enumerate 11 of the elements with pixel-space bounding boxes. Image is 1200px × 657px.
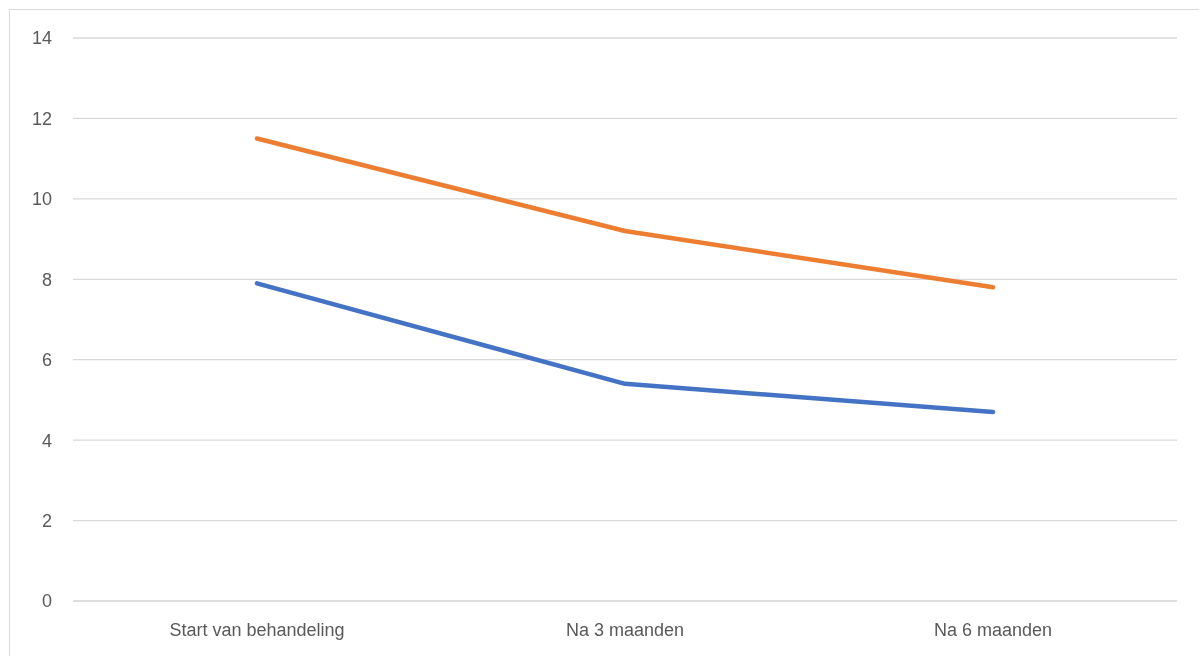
y-tick-label: 0 <box>41 591 52 612</box>
y-tick-label: 10 <box>31 189 52 210</box>
y-tick-label: 14 <box>31 28 52 49</box>
x-tick-label: Na 3 maanden <box>565 619 685 640</box>
y-tick-label: 8 <box>41 269 52 290</box>
x-tick-label: Start van behandeling <box>169 619 345 640</box>
y-tick-label: 12 <box>31 108 52 129</box>
y-tick-label: 4 <box>41 430 52 451</box>
y-tick-label: 2 <box>41 510 52 531</box>
y-tick-label: 6 <box>41 350 52 371</box>
x-tick-label: Na 6 maanden <box>933 619 1053 640</box>
